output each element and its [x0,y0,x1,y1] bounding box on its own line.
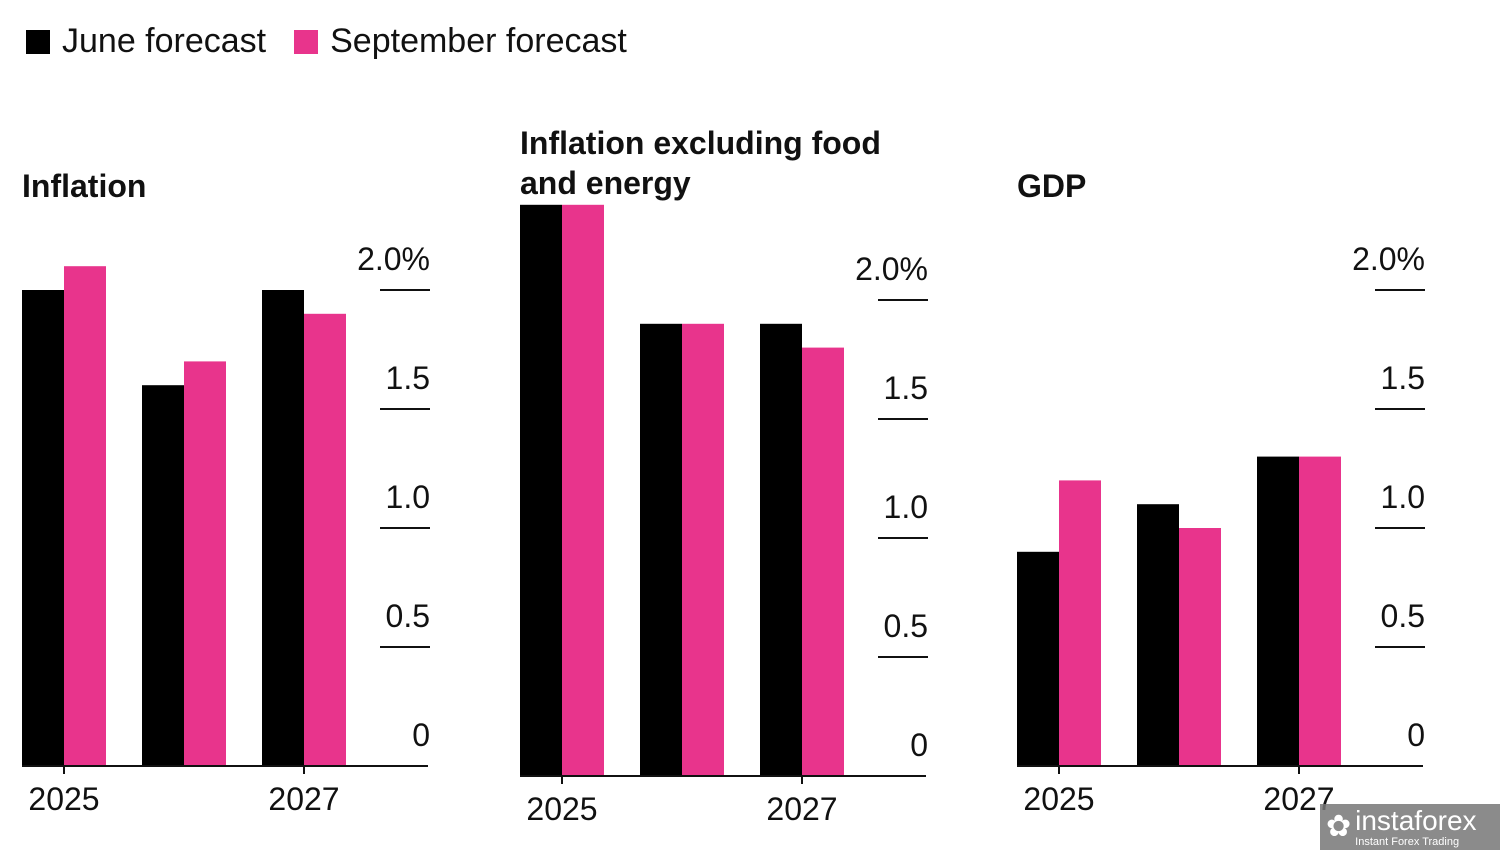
bar-2027-june [760,323,802,776]
y-tick-label: 1.0 [884,489,928,525]
x-tick-label: 2025 [28,781,99,817]
bar-2026-june [1137,504,1179,766]
y-tick-label: 1.5 [884,370,928,406]
x-tick-label: 2025 [1023,781,1094,817]
y-tick-label: 0 [910,727,928,763]
y-tick-label: 0.5 [386,598,430,634]
bar-2027-september [1299,456,1341,766]
legend-swatch-june [26,29,50,54]
y-tick-label: 2.0% [855,251,928,287]
bar-2025-september [1059,480,1101,766]
bar-2026-september [1179,528,1221,766]
x-tick-label: 2027 [268,781,339,817]
watermark-logo-icon: ✿ [1326,810,1352,843]
legend-item-june: June forecast [26,22,266,61]
panel-title: GDP [1017,168,1086,204]
bar-2027-september [304,313,346,766]
bar-2027-june [1257,456,1299,766]
watermark-brand: instaforex [1355,804,1477,836]
bar-2025-september [64,266,106,766]
y-tick-label: 0.5 [884,608,928,644]
bar-2026-september [682,323,724,776]
bar-2025-september [562,204,604,777]
legend-item-september: September forecast [294,22,627,61]
watermark-tagline: Instant Forex Trading [1355,835,1460,848]
legend: June forecast September forecast [26,22,655,61]
y-tick-label: 2.0% [1352,241,1425,277]
y-tick-label: 2.0% [357,241,430,277]
y-tick-label: 1.0 [386,479,430,515]
panel-title: Inflation excluding food [520,125,881,161]
bar-2025-june [22,290,64,766]
bar-2026-september [184,361,226,766]
bar-2025-june [1017,551,1059,766]
watermark: ✿ instaforex Instant Forex Trading [1320,804,1500,850]
bar-2025-june [520,204,562,777]
panel-title: Inflation [22,168,146,204]
y-tick-label: 1.0 [1381,479,1425,515]
bar-2026-june [640,323,682,776]
bar-2027-september [802,347,844,776]
legend-swatch-september [294,29,319,54]
y-tick-label: 1.5 [386,360,430,396]
panel-title: and energy [520,165,691,201]
bar-2027-june [262,290,304,766]
x-tick-label: 2025 [526,791,597,827]
x-tick-label: 2027 [766,791,837,827]
y-tick-label: 0 [412,717,430,753]
y-tick-label: 1.5 [1381,360,1425,396]
y-tick-label: 0.5 [1381,598,1425,634]
legend-label-june: June forecast [62,22,267,60]
legend-label-september: September forecast [330,22,627,60]
y-tick-label: 0 [1407,717,1425,753]
bar-2026-june [142,385,184,766]
